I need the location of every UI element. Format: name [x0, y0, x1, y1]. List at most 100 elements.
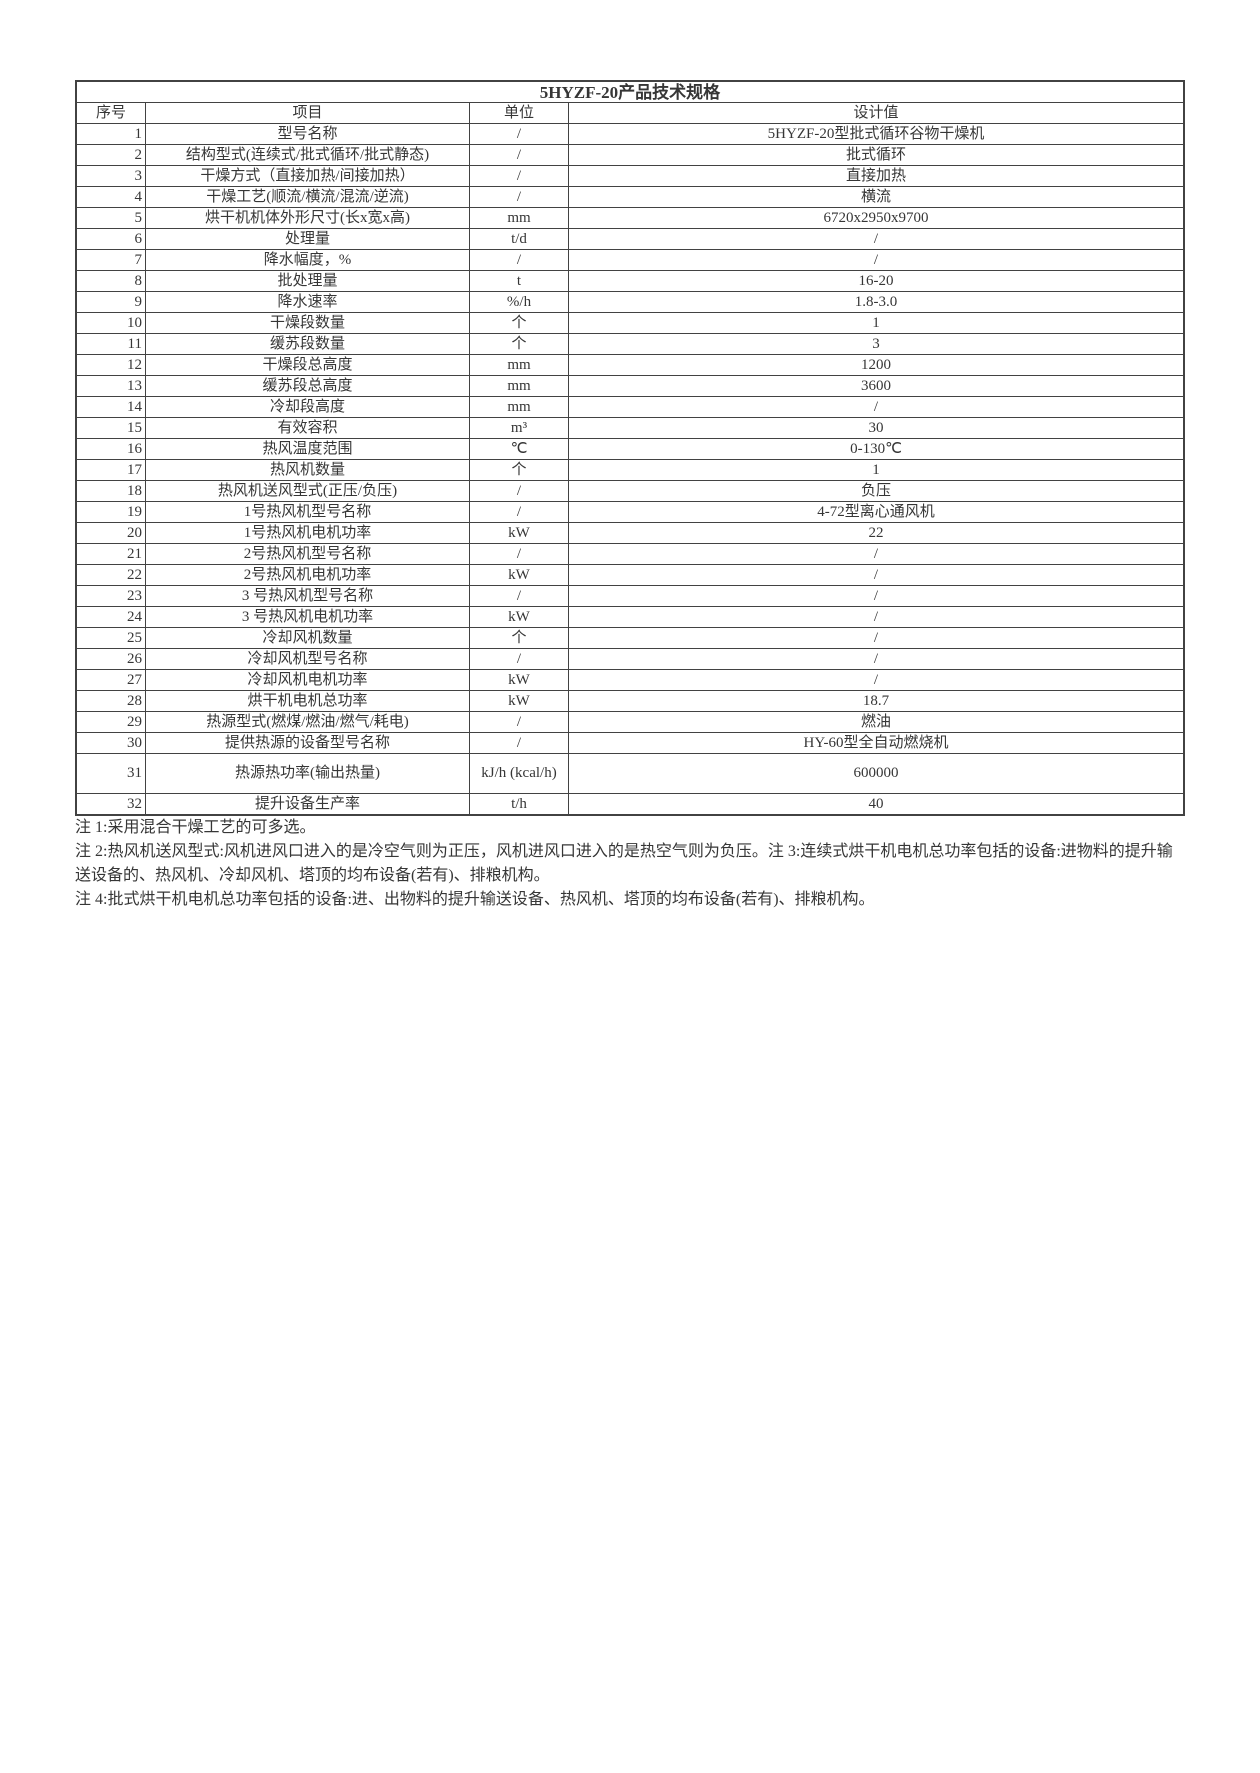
table-row: 10干燥段数量个1 [76, 313, 1184, 334]
table-row: 32提升设备生产率t/h40 [76, 794, 1184, 816]
cell-unit: / [470, 250, 569, 271]
cell-item: 干燥工艺(顺流/横流/混流/逆流) [146, 187, 470, 208]
cell-value: 18.7 [569, 691, 1185, 712]
table-row: 212号热风机型号名称// [76, 544, 1184, 565]
table-title: 5HYZF-20产品技术规格 [76, 81, 1184, 103]
cell-seq: 7 [76, 250, 146, 271]
cell-seq: 24 [76, 607, 146, 628]
cell-seq: 17 [76, 460, 146, 481]
table-header-row: 序号 项目 单位 设计值 [76, 103, 1184, 124]
cell-unit: 个 [470, 460, 569, 481]
cell-item: 提供热源的设备型号名称 [146, 733, 470, 754]
cell-seq: 20 [76, 523, 146, 544]
cell-item: 冷却风机电机功率 [146, 670, 470, 691]
cell-value: 批式循环 [569, 145, 1185, 166]
cell-item: 型号名称 [146, 124, 470, 145]
note-line: 注 2:热风机送风型式:风机进风口进入的是冷空气则为正压，风机进风口进入的是热空… [75, 840, 1185, 888]
cell-value: 负压 [569, 481, 1185, 502]
cell-seq: 9 [76, 292, 146, 313]
cell-item: 有效容积 [146, 418, 470, 439]
cell-item: 热风温度范围 [146, 439, 470, 460]
cell-value: 燃油 [569, 712, 1185, 733]
cell-item: 冷却风机型号名称 [146, 649, 470, 670]
cell-seq: 29 [76, 712, 146, 733]
cell-item: 干燥方式（直接加热/间接加热） [146, 166, 470, 187]
cell-unit: kJ/h (kcal/h) [470, 754, 569, 794]
cell-value: / [569, 607, 1185, 628]
cell-seq: 4 [76, 187, 146, 208]
cell-item: 结构型式(连续式/批式循环/批式静态) [146, 145, 470, 166]
header-seq: 序号 [76, 103, 146, 124]
cell-unit: / [470, 481, 569, 502]
cell-seq: 22 [76, 565, 146, 586]
cell-item: 干燥段总高度 [146, 355, 470, 376]
cell-value: 3 [569, 334, 1185, 355]
cell-value: 40 [569, 794, 1185, 816]
cell-unit: 个 [470, 313, 569, 334]
cell-unit: 个 [470, 334, 569, 355]
cell-seq: 13 [76, 376, 146, 397]
cell-seq: 16 [76, 439, 146, 460]
cell-item: 3 号热风机型号名称 [146, 586, 470, 607]
cell-unit: kW [470, 670, 569, 691]
cell-value: 600000 [569, 754, 1185, 794]
cell-item: 冷却段高度 [146, 397, 470, 418]
cell-value: 横流 [569, 187, 1185, 208]
cell-unit: kW [470, 607, 569, 628]
cell-value: / [569, 565, 1185, 586]
cell-seq: 31 [76, 754, 146, 794]
cell-unit: / [470, 502, 569, 523]
cell-seq: 18 [76, 481, 146, 502]
cell-unit: / [470, 166, 569, 187]
table-row: 25冷却风机数量个/ [76, 628, 1184, 649]
cell-item: 批处理量 [146, 271, 470, 292]
table-row: 4干燥工艺(顺流/横流/混流/逆流)/横流 [76, 187, 1184, 208]
cell-value: 6720x2950x9700 [569, 208, 1185, 229]
cell-value: 0-130℃ [569, 439, 1185, 460]
cell-seq: 14 [76, 397, 146, 418]
cell-item: 降水幅度，% [146, 250, 470, 271]
cell-value: 1.8-3.0 [569, 292, 1185, 313]
cell-item: 热源热功率(输出热量) [146, 754, 470, 794]
cell-unit: kW [470, 565, 569, 586]
table-row: 12干燥段总高度mm1200 [76, 355, 1184, 376]
header-unit: 单位 [470, 103, 569, 124]
cell-item: 2号热风机型号名称 [146, 544, 470, 565]
cell-item: 烘干机电机总功率 [146, 691, 470, 712]
cell-item: 降水速率 [146, 292, 470, 313]
cell-unit: mm [470, 376, 569, 397]
cell-unit: / [470, 145, 569, 166]
table-row: 3干燥方式（直接加热/间接加热）/直接加热 [76, 166, 1184, 187]
cell-seq: 6 [76, 229, 146, 250]
cell-item: 干燥段数量 [146, 313, 470, 334]
cell-seq: 11 [76, 334, 146, 355]
cell-value: 16-20 [569, 271, 1185, 292]
table-row: 9降水速率%/h1.8-3.0 [76, 292, 1184, 313]
cell-value: 1 [569, 460, 1185, 481]
table-row: 201号热风机电机功率kW22 [76, 523, 1184, 544]
cell-value: 1 [569, 313, 1185, 334]
cell-item: 热风机送风型式(正压/负压) [146, 481, 470, 502]
cell-seq: 25 [76, 628, 146, 649]
table-row: 14冷却段高度mm/ [76, 397, 1184, 418]
cell-seq: 8 [76, 271, 146, 292]
cell-seq: 23 [76, 586, 146, 607]
table-row: 222号热风机电机功率kW/ [76, 565, 1184, 586]
cell-seq: 30 [76, 733, 146, 754]
table-row: 191号热风机型号名称/4-72型离心通风机 [76, 502, 1184, 523]
cell-item: 1号热风机电机功率 [146, 523, 470, 544]
cell-unit: mm [470, 397, 569, 418]
cell-value: / [569, 250, 1185, 271]
cell-item: 1号热风机型号名称 [146, 502, 470, 523]
cell-seq: 15 [76, 418, 146, 439]
cell-item: 2号热风机电机功率 [146, 565, 470, 586]
cell-unit: kW [470, 523, 569, 544]
table-row: 30提供热源的设备型号名称/HY-60型全自动燃烧机 [76, 733, 1184, 754]
table-row: 29热源型式(燃煤/燃油/燃气/耗电)/燃油 [76, 712, 1184, 733]
cell-unit: / [470, 712, 569, 733]
cell-value: / [569, 544, 1185, 565]
cell-unit: / [470, 649, 569, 670]
cell-unit: mm [470, 355, 569, 376]
table-row: 26冷却风机型号名称// [76, 649, 1184, 670]
cell-seq: 21 [76, 544, 146, 565]
